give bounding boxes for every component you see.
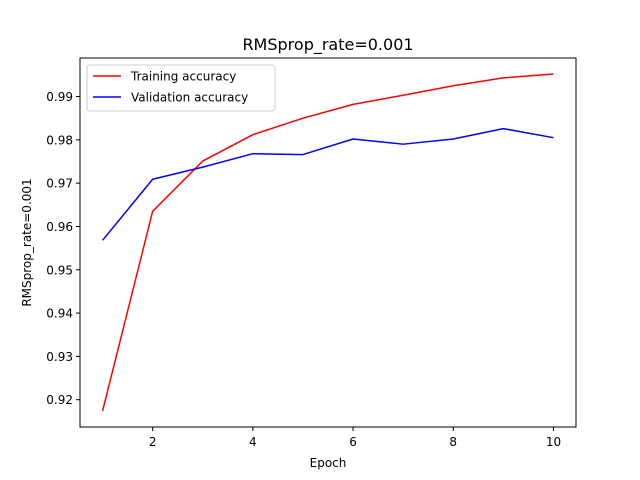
x-tick-label: 2 bbox=[149, 435, 157, 449]
x-tick-label: 6 bbox=[349, 435, 357, 449]
legend-box bbox=[86, 64, 276, 112]
y-tick-label: 0.96 bbox=[46, 220, 73, 234]
x-tick-label: 4 bbox=[249, 435, 257, 449]
legend: Training accuracy Validation accuracy bbox=[86, 64, 276, 112]
y-axis: 0.92 0.93 0.94 0.95 0.96 0.97 0.98 0.99 bbox=[46, 90, 80, 407]
plot-area bbox=[101, 73, 554, 412]
legend-label-validation: Validation accuracy bbox=[131, 91, 248, 105]
y-tick-label: 0.98 bbox=[46, 133, 73, 147]
y-tick-label: 0.92 bbox=[46, 393, 73, 407]
y-axis-title: RMSprop_rate=0.001 bbox=[20, 178, 34, 306]
x-axis-title: Epoch bbox=[310, 456, 347, 470]
legend-label-training: Training accuracy bbox=[130, 70, 236, 84]
x-tick-label: 8 bbox=[449, 435, 457, 449]
y-tick-label: 0.99 bbox=[46, 90, 73, 104]
chart-title: RMSprop_rate=0.001 bbox=[242, 35, 413, 55]
y-tick-label: 0.93 bbox=[46, 350, 73, 364]
x-tick-label: 10 bbox=[546, 435, 561, 449]
series-line-validation bbox=[101, 127, 554, 241]
x-axis: 2 4 6 8 10 bbox=[149, 427, 561, 449]
y-tick-label: 0.95 bbox=[46, 263, 73, 277]
y-tick-label: 0.97 bbox=[46, 177, 73, 191]
y-tick-label: 0.94 bbox=[46, 307, 73, 321]
series-line-training bbox=[101, 73, 554, 412]
axes-frame bbox=[79, 57, 577, 428]
